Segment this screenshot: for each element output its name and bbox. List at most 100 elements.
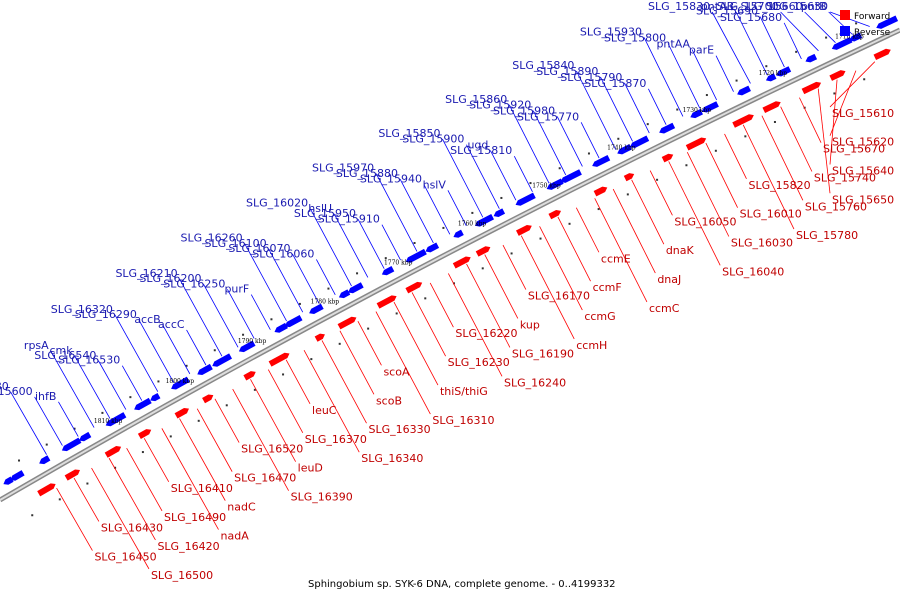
gene-label-reverse[interactable]: ugd	[467, 138, 488, 151]
gene-label-forward[interactable]: SLG_15820	[748, 179, 810, 192]
gene-reverse[interactable]	[831, 37, 853, 50]
gene-label-reverse[interactable]: SLG_15980	[493, 104, 555, 117]
gene-reverse[interactable]	[690, 108, 703, 119]
gene-label-forward[interactable]: leuD	[298, 462, 323, 475]
gene-label-forward[interactable]: kup	[520, 318, 540, 331]
gene-forward[interactable]	[137, 429, 152, 440]
gene-label-reverse[interactable]: SLG_15920	[469, 99, 531, 112]
gene-reverse[interactable]	[274, 322, 288, 333]
gene-forward[interactable]	[376, 295, 397, 309]
gene-label-forward[interactable]: SLG_16240	[504, 376, 566, 389]
gene-label-reverse[interactable]: SLG_16580	[0, 380, 9, 393]
gene-label-reverse[interactable]: SLG_15860	[445, 93, 507, 106]
gene-label-forward[interactable]: SLG_16190	[512, 347, 574, 360]
gene-label-reverse[interactable]: SLG_15880	[336, 167, 398, 180]
gene-reverse[interactable]	[238, 340, 256, 353]
gene-label-forward[interactable]: SLG_15610	[832, 107, 894, 120]
gene-reverse[interactable]	[171, 376, 190, 390]
gene-label-forward[interactable]: SLG_16410	[171, 482, 233, 495]
gene-label-reverse[interactable]: purF	[224, 283, 249, 296]
gene-reverse[interactable]	[39, 455, 51, 465]
gene-label-forward[interactable]: SLG_16050	[674, 215, 736, 228]
gene-label-forward[interactable]: SLG_16420	[157, 540, 219, 553]
gene-label-forward[interactable]: SLG_16330	[369, 423, 431, 436]
gene-reverse[interactable]	[150, 392, 161, 402]
gene-forward[interactable]	[174, 407, 189, 419]
gene-forward[interactable]	[623, 173, 635, 182]
gene-forward[interactable]	[732, 114, 754, 128]
gene-label-reverse[interactable]: SLG_15970	[312, 162, 374, 175]
gene-label-forward[interactable]: SLG_16490	[164, 511, 226, 524]
gene-label-reverse[interactable]: SLG_15700	[716, 0, 778, 13]
gene-reverse[interactable]	[105, 412, 127, 427]
gene-label-reverse[interactable]: SLG_15930	[580, 25, 642, 38]
gene-reverse[interactable]	[701, 101, 719, 113]
gene-reverse[interactable]	[79, 431, 92, 442]
gene-forward[interactable]	[516, 224, 532, 236]
gene-label-forward[interactable]: ccmH	[576, 339, 607, 352]
gene-label-reverse[interactable]: SLG_16210	[115, 267, 177, 280]
gene-label-reverse[interactable]: hslV	[423, 178, 447, 191]
gene-label-forward[interactable]: SLG_16450	[94, 551, 156, 564]
gene-reverse[interactable]	[765, 73, 777, 82]
gene-reverse[interactable]	[134, 397, 152, 411]
gene-label-reverse[interactable]: SLG_15830	[648, 0, 710, 13]
gene-reverse[interactable]	[405, 248, 427, 263]
gene-reverse[interactable]	[629, 135, 650, 149]
gene-reverse[interactable]	[348, 282, 364, 294]
gene-reverse[interactable]	[212, 353, 233, 367]
gene-label-forward[interactable]: SLG_16340	[361, 452, 423, 465]
gene-forward[interactable]	[202, 394, 214, 404]
gene-label-reverse[interactable]: SLG_15680	[720, 11, 782, 24]
gene-label-reverse[interactable]: SLG_15940	[360, 173, 422, 186]
gene-label-reverse[interactable]: SLG_16250	[163, 277, 225, 290]
gene-label-reverse[interactable]: SLG_15690	[696, 5, 758, 18]
gene-forward[interactable]	[64, 469, 81, 481]
gene-forward[interactable]	[829, 70, 846, 81]
gene-reverse[interactable]	[453, 229, 464, 238]
gene-label-reverse[interactable]: SLG_16060	[252, 247, 314, 260]
gene-label-forward[interactable]: dnaK	[666, 244, 695, 257]
gene-label-forward[interactable]: thiS/thiG	[440, 385, 488, 398]
gene-label-reverse[interactable]: SLG_15870	[584, 77, 646, 90]
gene-forward[interactable]	[337, 316, 357, 330]
gene-forward[interactable]	[762, 101, 781, 114]
gene-reverse[interactable]	[197, 363, 213, 376]
gene-label-forward[interactable]: SLG_15640	[832, 164, 894, 177]
gene-label-forward[interactable]: ccmE	[601, 252, 631, 265]
gene-forward[interactable]	[268, 352, 290, 367]
gene-reverse[interactable]	[659, 122, 676, 134]
gene-reverse[interactable]	[849, 32, 863, 42]
gene-label-reverse[interactable]: accB	[134, 313, 160, 326]
gene-label-forward[interactable]: ccmG	[584, 310, 615, 323]
gene-label-forward[interactable]: scoB	[376, 394, 402, 407]
gene-label-forward[interactable]: SLG_16030	[731, 236, 793, 249]
gene-forward[interactable]	[314, 333, 325, 342]
gene-label-reverse[interactable]: SLG_15660	[741, 0, 803, 13]
gene-reverse[interactable]	[546, 178, 564, 190]
gene-forward[interactable]	[685, 137, 707, 151]
gene-label-reverse[interactable]: ihfB	[35, 390, 56, 403]
gene-label-forward[interactable]: SLG_16370	[305, 433, 367, 446]
gene-label-forward[interactable]: SLG_16230	[448, 356, 510, 369]
gene-reverse[interactable]	[776, 66, 792, 77]
gene-forward[interactable]	[37, 483, 56, 497]
gene-label-reverse[interactable]: SLG_16070	[228, 242, 290, 255]
gene-reverse[interactable]	[474, 214, 494, 227]
gene-reverse[interactable]	[737, 85, 751, 96]
gene-forward[interactable]	[801, 81, 822, 95]
gene-label-forward[interactable]: ccmC	[649, 302, 680, 315]
gene-label-reverse[interactable]: SLG_15600	[0, 385, 33, 398]
gene-label-reverse[interactable]: SLG_16530	[58, 354, 120, 367]
gene-reverse[interactable]	[805, 53, 818, 63]
gene-label-forward[interactable]: SLG_15780	[796, 229, 858, 242]
gene-label-reverse[interactable]: SLG_16200	[139, 272, 201, 285]
gene-label-reverse[interactable]: parE	[689, 44, 714, 57]
gene-label-forward[interactable]: ccmF	[593, 281, 622, 294]
gene-forward[interactable]	[873, 48, 891, 61]
gene-label-forward[interactable]: SLG_16390	[291, 491, 353, 504]
gene-label-reverse[interactable]: SLG_15770	[517, 110, 579, 123]
gene-reverse[interactable]	[338, 289, 351, 299]
gene-reverse[interactable]	[592, 154, 611, 167]
gene-reverse[interactable]	[617, 144, 633, 155]
